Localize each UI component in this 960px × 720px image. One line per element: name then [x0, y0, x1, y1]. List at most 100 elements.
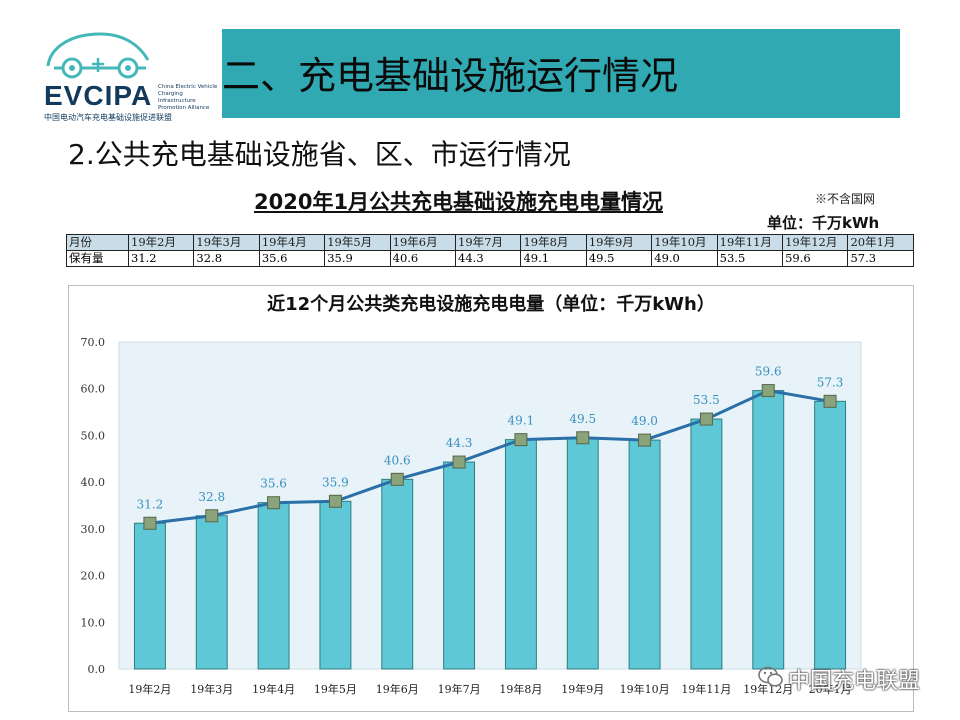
table-cell-month: 19年10月 — [651, 234, 718, 251]
wechat-icon — [758, 666, 783, 687]
table-row-months: 月份 19年2月 19年3月 19年4月 19年5月 19年6月 19年7月 19年8月 19… — [66, 234, 914, 251]
x-tick-label: 19年8月 — [499, 682, 542, 696]
watermark-text: 中国充电联盟 — [788, 669, 921, 694]
table-cell-month: 19年11月 — [716, 234, 784, 251]
data-point-marker — [576, 431, 590, 445]
data-point-marker — [205, 509, 219, 523]
table-cell-value: 32.8 — [193, 250, 260, 267]
y-tick-label: 60.0 — [81, 383, 106, 396]
section-title: 二、充电基础设施运行情况 — [222, 54, 679, 98]
table-cell-month: 19年4月 — [258, 234, 326, 251]
table-cell-value: 40.6 — [389, 250, 457, 267]
table-row-header: 月份 — [66, 234, 129, 251]
bar — [257, 502, 290, 670]
x-tick-label: 19年4月 — [252, 682, 295, 696]
logo-chinese-name: 中国电动汽车充电基础设施促进联盟 — [44, 113, 172, 122]
data-point-marker — [452, 455, 466, 469]
data-label: 53.5 — [693, 393, 720, 407]
data-label: 59.6 — [755, 365, 782, 379]
data-point-marker — [514, 433, 528, 447]
bar — [381, 478, 414, 670]
logo-brand: EVCIPA — [44, 80, 153, 111]
bar — [814, 400, 847, 670]
table-cell-month: 20年1月 — [847, 234, 914, 251]
data-point-marker — [328, 494, 342, 508]
x-tick-label: 19年10月 — [620, 682, 670, 696]
logo-english-name: China Electric Vehicle Charging Infrastr… — [158, 84, 218, 111]
data-label: 44.3 — [446, 436, 473, 450]
table-row-values: 保有量 31.2 32.8 35.6 35.9 40.6 44.3 49.1 49.5 49.0… — [66, 250, 914, 267]
table-row-header: 保有量 — [66, 250, 129, 267]
table-cell-value: 53.5 — [716, 250, 784, 267]
y-tick-label: 40.0 — [81, 476, 106, 489]
table-cell-value: 57.3 — [847, 250, 914, 267]
y-tick-label: 0.0 — [88, 663, 106, 676]
data-label: 31.2 — [137, 497, 164, 511]
bar — [504, 439, 537, 670]
chart-title: 近12个月公共类充电设施充电电量（单位：千万kWh） — [267, 293, 715, 315]
bar — [319, 500, 352, 670]
table-note: ※不含国网 — [815, 192, 876, 206]
data-label: 57.3 — [817, 375, 844, 389]
table-cell-month: 19年7月 — [455, 234, 522, 251]
table-cell-month: 19年6月 — [389, 234, 457, 251]
table-cell-value: 35.6 — [258, 250, 326, 267]
bar — [195, 515, 228, 670]
y-tick-label: 10.0 — [81, 616, 106, 629]
x-tick-label: 19年7月 — [438, 682, 481, 696]
data-label: 49.5 — [569, 412, 596, 426]
data-point-marker — [638, 433, 652, 447]
data-label: 49.0 — [631, 414, 658, 428]
table-cell-month: 19年3月 — [193, 234, 260, 251]
x-tick-label: 20年1月 — [809, 682, 852, 696]
data-point-marker — [699, 412, 713, 426]
y-tick-label: 70.0 — [81, 336, 106, 349]
data-table: 月份 19年2月 19年3月 19年4月 19年5月 19年6月 19年7月 19年8月 19… — [66, 234, 914, 267]
y-tick-label: 50.0 — [81, 429, 106, 442]
data-label: 35.6 — [260, 477, 287, 491]
data-point-marker — [143, 516, 157, 530]
x-tick-label: 19年12月 — [743, 682, 793, 696]
data-label: 35.9 — [322, 475, 349, 489]
electric-car-icon — [46, 32, 150, 79]
table-cell-month: 19年5月 — [324, 234, 391, 251]
charging-volume-chart: 近12个月公共类充电设施充电电量（单位：千万kWh） 0.0 10.0 20.0 30.… — [81, 293, 862, 696]
data-point-marker — [761, 384, 775, 398]
table-cell-value: 44.3 — [455, 250, 522, 267]
bar — [752, 390, 785, 670]
x-tick-label: 19年5月 — [314, 682, 357, 696]
y-tick-label: 20.0 — [81, 570, 106, 583]
table-cell-month: 19年8月 — [520, 234, 587, 251]
y-tick-label: 30.0 — [81, 523, 106, 536]
bar — [133, 522, 166, 670]
bar — [443, 461, 476, 670]
data-point-marker — [390, 472, 404, 486]
x-tick-label: 19年9月 — [561, 682, 604, 696]
table-cell-value: 31.2 — [127, 250, 195, 267]
evcipa-logo: EVCIPA China Electric Vehicle Charging I… — [40, 28, 217, 123]
table-cell-month: 19年2月 — [127, 234, 195, 251]
table-cell-value: 49.5 — [585, 250, 653, 267]
data-label: 49.1 — [508, 414, 535, 428]
table-unit: 单位：千万kWh — [767, 214, 880, 232]
data-label: 40.6 — [384, 453, 411, 467]
page-subtitle: 2.公共充电基础设施省、区、市运行情况 — [68, 138, 571, 171]
x-tick-label: 19年3月 — [190, 682, 233, 696]
bar — [690, 418, 723, 670]
table-cell-value: 49.0 — [651, 250, 718, 267]
data-point-marker — [267, 496, 281, 510]
x-tick-label: 19年2月 — [128, 682, 171, 696]
x-tick-label: 19年11月 — [681, 682, 731, 696]
table-cell-month: 19年12月 — [782, 234, 849, 251]
section-title-bar: 二、充电基础设施运行情况 — [222, 29, 900, 118]
x-tick-label: 19年6月 — [376, 682, 419, 696]
plot-area — [118, 341, 862, 670]
table-cell-value: 49.1 — [520, 250, 587, 267]
chart-panel: 近12个月公共类充电设施充电电量（单位：千万kWh） 0.0 10.0 20.0 30.… — [68, 285, 914, 712]
data-label: 32.8 — [198, 490, 225, 504]
table-cell-value: 35.9 — [324, 250, 391, 267]
data-point-marker — [823, 394, 837, 408]
table-cell-month: 19年9月 — [585, 234, 653, 251]
bar — [566, 437, 599, 670]
table-title: 2020年1月公共充电基础设施充电电量情况 — [254, 190, 664, 214]
